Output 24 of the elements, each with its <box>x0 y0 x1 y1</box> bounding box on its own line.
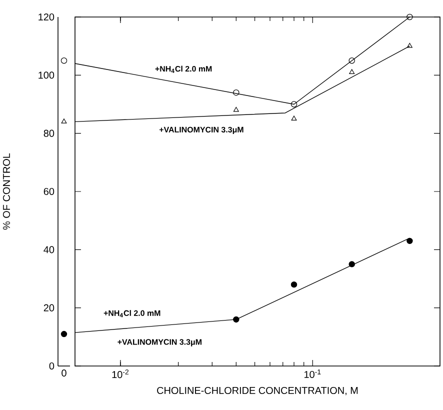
point <box>406 14 413 20</box>
x-tick-label: 10$^{-2}$ <box>112 370 129 378</box>
y-tick-label: 100 <box>38 72 54 79</box>
point <box>348 261 355 268</box>
x-tick-label: 10$^{-1}$ <box>304 370 321 378</box>
point <box>233 106 239 112</box>
point <box>291 116 297 120</box>
y-tick-label: 0 <box>49 362 54 370</box>
y-tick-label: 120 <box>38 13 54 21</box>
point <box>233 316 240 323</box>
point <box>349 69 355 74</box>
x-axis-title: CHOLINE-CHLORIDE CONCENTRATION, M <box>157 386 358 396</box>
y-tick-label: 40 <box>44 246 54 254</box>
point <box>290 101 298 108</box>
point <box>406 42 412 48</box>
point <box>348 58 355 64</box>
point <box>406 238 413 244</box>
x-tick-label: 0 <box>62 370 66 377</box>
point <box>290 281 298 288</box>
y-tick-label: 60 <box>44 188 54 196</box>
y-tick-label: 20 <box>44 304 54 312</box>
y-axis-title: % OF CONTROL <box>2 153 10 230</box>
point <box>233 90 240 96</box>
y-tick-label: 80 <box>44 130 54 137</box>
